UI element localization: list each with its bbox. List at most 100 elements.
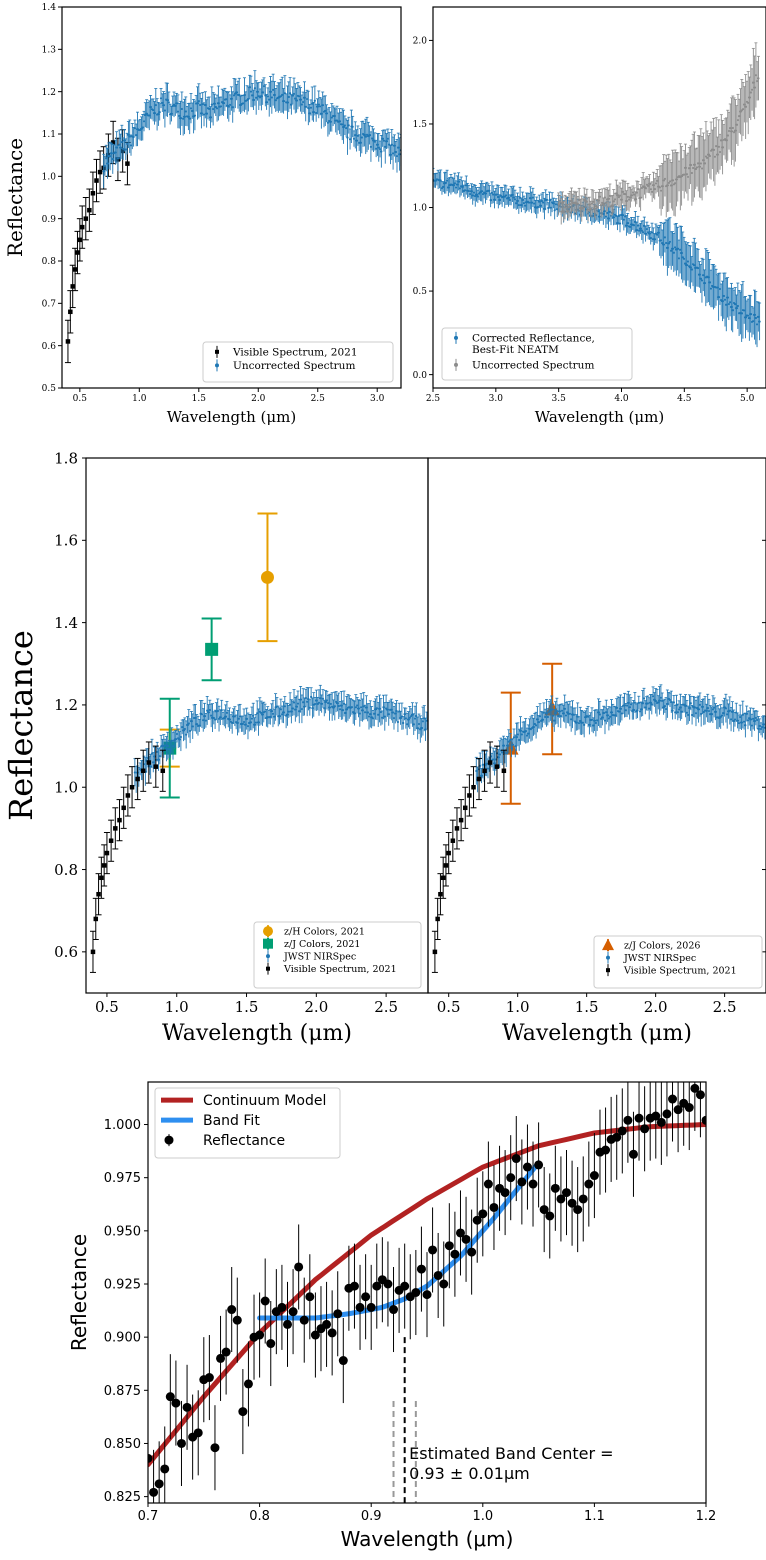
spectrum-point (542, 711, 545, 714)
spectrum-point (727, 302, 730, 306)
spectrum-point (511, 743, 514, 746)
spectrum-point (598, 215, 601, 218)
legend-label: Visible Spectrum, 2021 (232, 347, 358, 359)
spectrum-point (663, 236, 666, 239)
data-point (673, 1105, 683, 1115)
spectrum-point (386, 708, 389, 711)
spectrum-point (264, 94, 267, 97)
spectrum-point (676, 711, 679, 714)
spectrum-point (505, 752, 508, 755)
spectrum-point (726, 296, 729, 299)
spectrum-point (700, 279, 704, 282)
spectrum-point (328, 706, 331, 709)
spectrum-point (654, 182, 658, 185)
spectrum-point (685, 263, 688, 267)
spectrum-point (602, 203, 605, 206)
spectrum-point (736, 719, 739, 722)
spectrum-point (250, 717, 254, 720)
spectrum-point (387, 713, 390, 716)
spectrum-point (654, 699, 657, 703)
y-tick-label: 1.000 (104, 1118, 141, 1133)
spectrum-point (657, 231, 660, 234)
y-tick-label: 1.4 (54, 614, 78, 632)
spectrum-point (149, 105, 152, 109)
spectrum-point (376, 143, 379, 146)
spectrum-point (175, 732, 179, 736)
data-point (121, 805, 126, 811)
spectrum-point (726, 713, 729, 716)
spectrum-point (458, 187, 461, 190)
spectrum-point (670, 184, 673, 187)
spectrum-point (612, 200, 615, 203)
spectrum-point (644, 232, 647, 235)
spectrum-point (158, 754, 161, 758)
data-point (695, 1090, 705, 1100)
spectrum-point (513, 198, 517, 201)
spectrum-point (727, 129, 731, 133)
spectrum-point (294, 708, 297, 711)
data-point (500, 1188, 510, 1198)
spectrum-point (316, 105, 319, 108)
spectrum-point (628, 706, 631, 709)
spectrum-point (545, 712, 548, 715)
spectrum-point (223, 717, 226, 720)
data-point (97, 169, 103, 175)
spectrum-point (313, 99, 316, 102)
data-point (690, 1083, 700, 1093)
spectrum-point (354, 134, 357, 137)
spectrum-point (597, 210, 600, 213)
spectrum-point (586, 715, 590, 718)
spectrum-point (120, 140, 123, 144)
spectrum-point (201, 103, 204, 106)
spectrum-point (340, 704, 343, 707)
spectrum-point (246, 725, 250, 728)
spectrum-point (282, 711, 285, 714)
spectrum-point (583, 723, 586, 726)
spectrum-point (581, 206, 585, 209)
spectrum-point (713, 155, 717, 158)
spectrum-point (499, 194, 502, 197)
spectrum-point (583, 198, 586, 201)
spectrum-point (486, 767, 490, 770)
spectrum-point (536, 205, 540, 209)
data-point (154, 1479, 164, 1489)
spectrum-point (759, 727, 763, 731)
spectrum-point (731, 126, 734, 130)
spectrum-point (174, 104, 177, 107)
data-point (333, 1309, 343, 1319)
spectrum-point (244, 723, 247, 726)
spectrum-point (242, 720, 246, 724)
spectrum-point (743, 103, 746, 106)
spectrum-point (406, 723, 409, 726)
spectrum-point (371, 137, 374, 140)
spectrum-point (522, 201, 526, 205)
spectrum-point (203, 715, 206, 718)
spectrum-point (690, 713, 694, 717)
spectrum-point (742, 720, 746, 723)
spectrum-point (230, 97, 233, 100)
spectrum-point (699, 277, 702, 280)
spectrum-point (737, 721, 740, 725)
data-point (400, 1281, 410, 1291)
spectrum-point (603, 210, 606, 213)
spectrum-point (467, 190, 470, 193)
spectrum-point (532, 725, 535, 729)
spectrum-point (471, 194, 474, 197)
spectrum-point (588, 723, 591, 726)
spectrum-point (271, 712, 275, 715)
spectrum-point (554, 711, 557, 715)
legend: Continuum Model Band Fit Reflectance (154, 1087, 341, 1159)
data-point (277, 1302, 287, 1312)
spectrum-point (674, 182, 677, 185)
spectrum-point (514, 745, 517, 748)
spectrum-point (657, 701, 660, 704)
spectrum-point (718, 287, 721, 291)
spectrum-point (515, 202, 518, 205)
spectrum-point (338, 708, 342, 711)
spectrum-point (389, 153, 392, 156)
spectrum-point (662, 179, 665, 182)
spectrum-point (504, 194, 508, 197)
spectrum-point (311, 102, 314, 105)
spectrum-point (598, 713, 601, 716)
spectrum-point (382, 139, 386, 142)
